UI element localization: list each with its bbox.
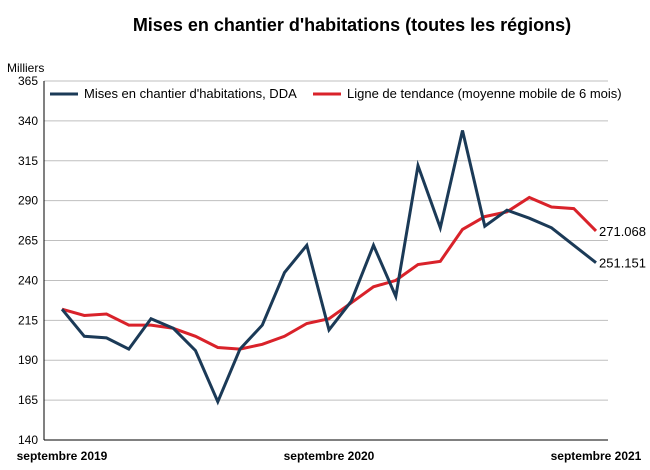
series-line-housing-starts: [60, 130, 597, 406]
series-lines: [60, 130, 598, 406]
gridlines: [43, 80, 608, 441]
x-tick-label: septembre 2020: [284, 449, 375, 463]
x-tick-label: septembre 2019: [17, 449, 108, 463]
y-tick-label: 340: [18, 114, 38, 128]
y-axis-tick-labels: 140 165 190 215 240 265 290 315 340 365: [18, 74, 38, 447]
y-axis-unit-label: Milliers: [7, 61, 44, 75]
y-tick-label: 290: [18, 194, 38, 208]
y-tick-label: 165: [18, 393, 38, 407]
y-tick-label: 240: [18, 273, 38, 287]
y-tick-label: 190: [18, 353, 38, 367]
legend-label: Ligne de tendance (moyenne mobile de 6 m…: [347, 86, 622, 101]
y-tick-label: 215: [18, 313, 38, 327]
y-tick-label: 140: [18, 433, 38, 447]
chart-title: Mises en chantier d'habitations (toutes …: [133, 15, 571, 35]
end-value-labels: 271.068 251.151: [599, 224, 646, 271]
x-axis-tick-labels: septembre 2019 septembre 2020 septembre 20…: [17, 449, 642, 463]
end-value-label: 251.151: [599, 256, 646, 271]
legend-label: Mises en chantier d'habitations, DDA: [84, 86, 297, 101]
end-value-label: 271.068: [599, 224, 646, 239]
legend: Mises en chantier d'habitations, DDA Lign…: [50, 86, 622, 101]
y-tick-label: 315: [18, 154, 38, 168]
y-tick-label: 365: [18, 74, 38, 88]
y-tick-label: 265: [18, 234, 38, 248]
x-tick-label: septembre 2021: [551, 449, 642, 463]
